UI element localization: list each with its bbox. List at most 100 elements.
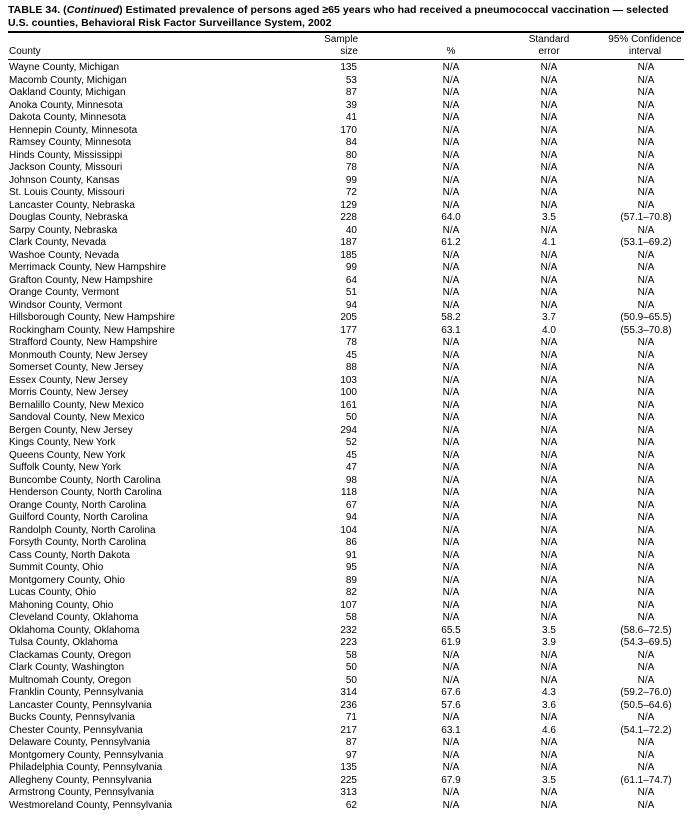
cell-county: Mahoning County, Ohio: [9, 599, 114, 611]
cell-percent: N/A: [442, 374, 460, 386]
cell-ci: N/A: [637, 562, 655, 573]
cell-standard-error: N/A: [540, 474, 558, 486]
table-row: Strafford County, New Hampshire 78 N/A N/A N…: [8, 337, 684, 350]
cell-county: Essex County, New Jersey: [9, 374, 128, 386]
cell-sample-size: 228: [340, 212, 357, 223]
cell-sample-size: 225: [340, 774, 357, 786]
cell-standard-error: N/A: [540, 262, 558, 273]
cell-sample-size: 51: [345, 287, 357, 298]
cell-percent: N/A: [442, 462, 460, 473]
cell-percent: N/A: [442, 262, 460, 273]
cell-sample-size: 98: [345, 474, 357, 486]
cell-standard-error: N/A: [540, 549, 558, 561]
cell-standard-error: N/A: [540, 412, 558, 423]
table-body: Wayne County, Michigan 135 N/A N/A N/A Macomb…: [8, 62, 684, 812]
cell-sample-size: 89: [345, 574, 357, 586]
cell-county: Grafton County, New Hampshire: [9, 274, 153, 286]
cell-sample-size: 45: [345, 449, 357, 461]
cell-percent: N/A: [442, 124, 460, 136]
cell-ci: N/A: [637, 387, 655, 398]
table-row: Allegheny County, Pennsylvania 225 67.9 3.5…: [8, 775, 684, 788]
cell-ci: (61.1–74.7): [620, 774, 672, 786]
cell-ci: N/A: [637, 574, 655, 586]
cell-percent: N/A: [442, 224, 460, 236]
cell-ci: N/A: [637, 549, 655, 561]
cell-standard-error: N/A: [540, 337, 558, 348]
cell-ci: (53.1–69.2): [620, 237, 672, 248]
cell-standard-error: N/A: [540, 299, 558, 311]
cell-sample-size: 217: [340, 724, 357, 736]
top-rule: [8, 31, 684, 33]
cell-county: Bergen County, New Jersey: [9, 424, 133, 436]
cell-ci: N/A: [637, 124, 655, 136]
table-row: Henderson County, North Carolina 118 N/A N/…: [8, 487, 684, 500]
table-row: Merrimack County, New Hampshire 99 N/A N/A N…: [8, 262, 684, 275]
cell-ci: N/A: [637, 799, 655, 811]
cell-percent: 57.6: [441, 699, 461, 711]
cell-ci: N/A: [637, 449, 655, 461]
cell-standard-error: N/A: [540, 249, 558, 261]
cell-standard-error: N/A: [540, 487, 558, 498]
header-ci-line1: 95% Confidence: [608, 34, 682, 45]
cell-county: Clackamas County, Oregon: [9, 649, 132, 661]
cell-standard-error: N/A: [540, 87, 558, 98]
cell-standard-error: N/A: [540, 224, 558, 236]
cell-sample-size: 95: [345, 562, 357, 573]
cell-sample-size: 314: [340, 687, 357, 698]
table-row: Montgomery County, Pennsylvania 97 N/A N/A N…: [8, 750, 684, 763]
cell-county: Windsor County, Vermont: [9, 299, 123, 311]
cell-percent: N/A: [442, 437, 460, 448]
cell-sample-size: 78: [345, 162, 357, 173]
cell-county: Merrimack County, New Hampshire: [9, 262, 167, 273]
cell-ci: N/A: [637, 262, 655, 273]
table-row: Ramsey County, Minnesota 84 N/A N/A N/A: [8, 137, 684, 150]
cell-ci: N/A: [637, 62, 655, 73]
cell-standard-error: N/A: [540, 587, 558, 598]
cell-percent: N/A: [442, 299, 460, 311]
cell-sample-size: 71: [345, 712, 357, 723]
table-row: Queens County, New York 45 N/A N/A N/A: [8, 450, 684, 463]
cell-ci: N/A: [637, 437, 655, 448]
cell-sample-size: 78: [345, 337, 357, 348]
cell-standard-error: N/A: [540, 674, 558, 686]
cell-ci: N/A: [637, 599, 655, 611]
cell-standard-error: N/A: [540, 137, 558, 148]
cell-ci: N/A: [637, 462, 655, 473]
cell-standard-error: N/A: [540, 737, 558, 748]
cell-standard-error: N/A: [540, 499, 558, 511]
cell-standard-error: 4.6: [542, 724, 556, 736]
table-row: Mahoning County, Ohio 107 N/A N/A N/A: [8, 600, 684, 613]
table-row: Summit County, Ohio 95 N/A N/A N/A: [8, 562, 684, 575]
cell-sample-size: 187: [340, 237, 357, 248]
cell-county: Summit County, Ohio: [9, 562, 104, 573]
cell-percent: N/A: [442, 274, 460, 286]
cell-percent: N/A: [442, 799, 460, 811]
cell-percent: N/A: [442, 662, 460, 673]
table-row: Guilford County, North Carolina 94 N/A N/A N…: [8, 512, 684, 525]
cell-ci: N/A: [637, 149, 655, 161]
cell-county: Lucas County, Ohio: [9, 587, 97, 598]
cell-standard-error: N/A: [540, 99, 558, 111]
cell-county: Anoka County, Minnesota: [9, 99, 123, 111]
cell-percent: N/A: [442, 349, 460, 361]
cell-percent: N/A: [442, 387, 460, 398]
cell-county: Somerset County, New Jersey: [9, 362, 144, 373]
cell-percent: N/A: [442, 449, 460, 461]
cell-ci: N/A: [637, 512, 655, 523]
table-row: Hinds County, Mississippi 80 N/A N/A N/A: [8, 150, 684, 163]
table-row: Bergen County, New Jersey 294 N/A N/A N/A: [8, 425, 684, 438]
cell-sample-size: 161: [340, 399, 357, 411]
cell-sample-size: 84: [345, 137, 357, 148]
cell-standard-error: N/A: [540, 537, 558, 548]
cell-sample-size: 39: [345, 99, 357, 111]
table-row: Hennepin County, Minnesota 170 N/A N/A N/A: [8, 125, 684, 138]
cell-sample-size: 205: [340, 312, 357, 323]
cell-ci: N/A: [637, 762, 655, 773]
cell-percent: 64.0: [441, 212, 461, 223]
cell-standard-error: N/A: [540, 662, 558, 673]
table-row: Kings County, New York 52 N/A N/A N/A: [8, 437, 684, 450]
cell-standard-error: N/A: [540, 749, 558, 761]
cell-county: Westmoreland County, Pennsylvania: [9, 799, 173, 811]
cell-county: Cass County, North Dakota: [9, 549, 130, 561]
cell-standard-error: N/A: [540, 74, 558, 86]
